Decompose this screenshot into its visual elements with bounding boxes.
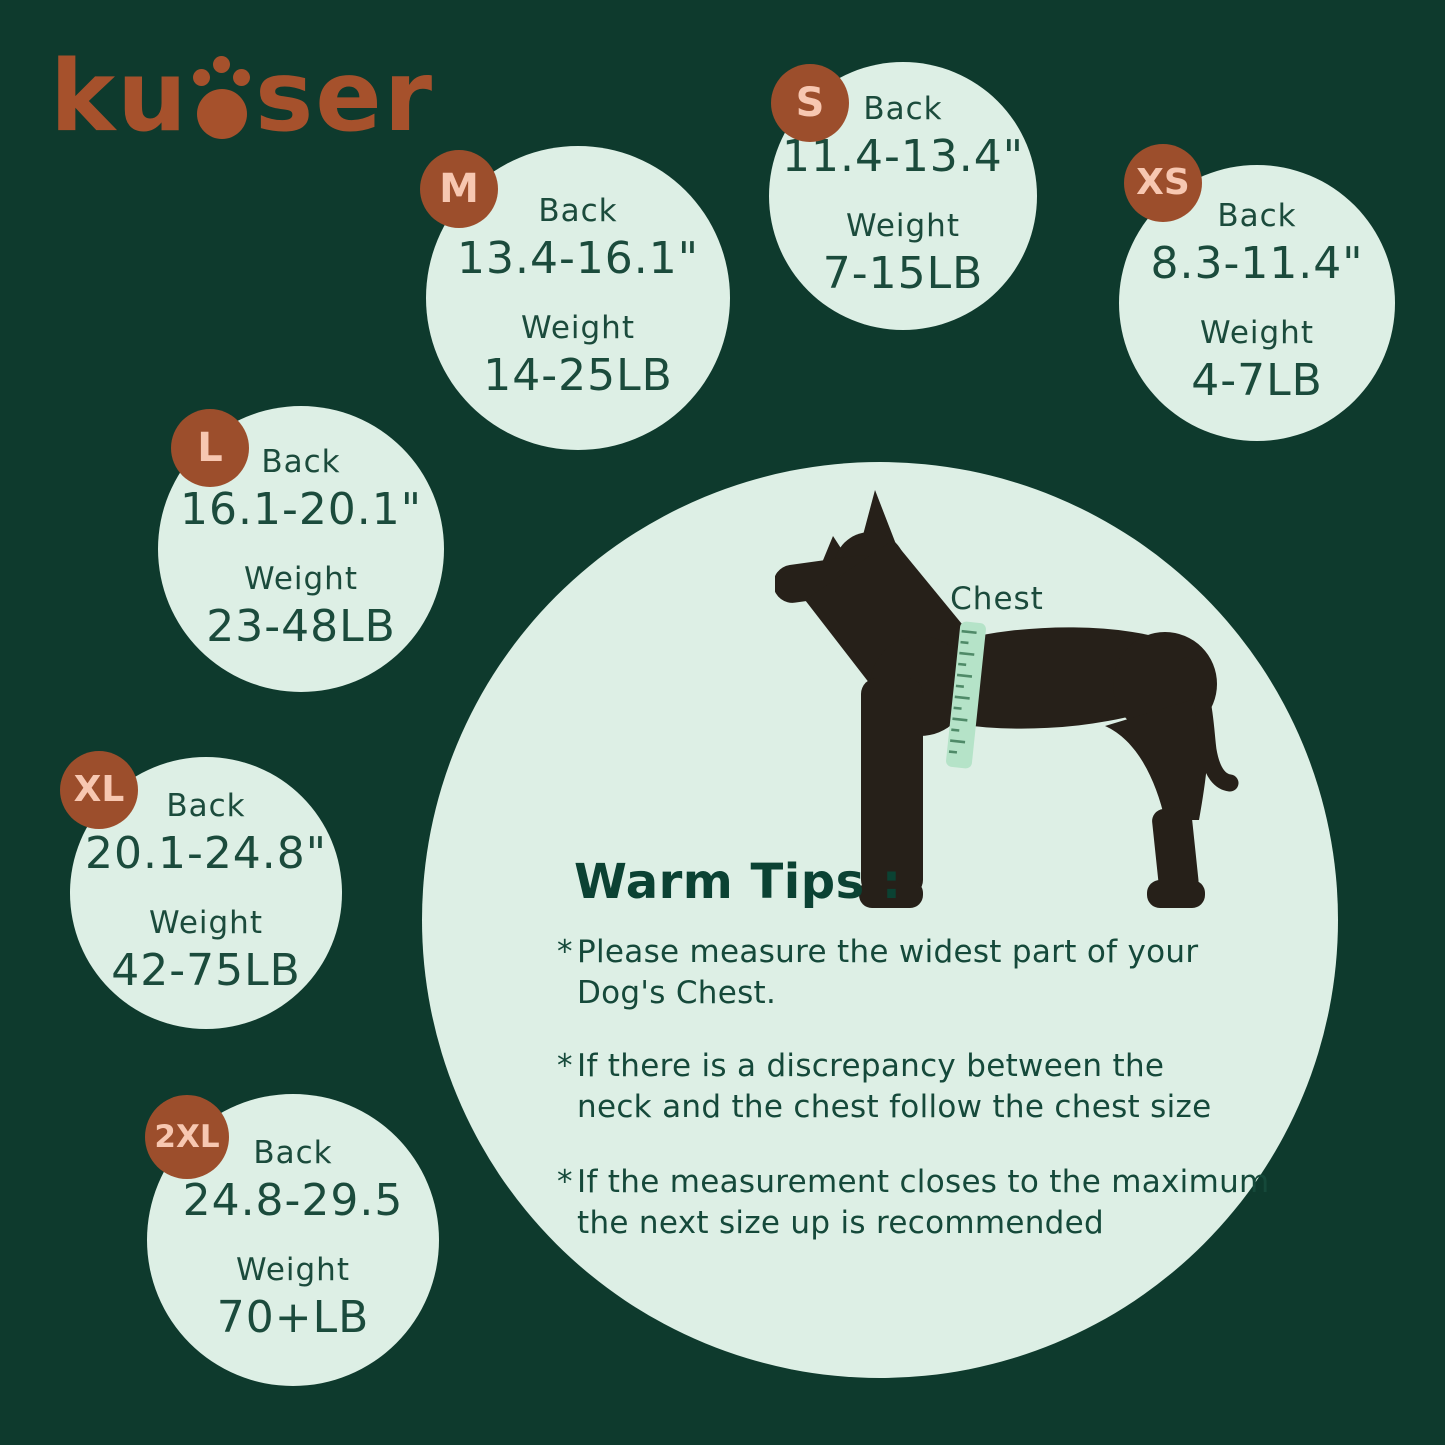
size-circle-xl: XL Back 20.1-24.8" Weight 42-75LB — [60, 751, 342, 1029]
back-value: 8.3-11.4" — [1150, 238, 1364, 290]
weight-value: 7-15LB — [822, 248, 984, 300]
size-circle-2xl: 2XL Back 24.8-29.5 Weight 70+LB — [145, 1094, 439, 1386]
weight-value: 4-7LB — [1191, 355, 1323, 407]
warm-tip-2: * If there is a discrepancy between the … — [557, 1046, 1287, 1128]
dog-rear-paw — [1147, 880, 1205, 908]
paw-toe — [192, 69, 210, 86]
back-label: Back — [1217, 198, 1297, 235]
size-badge-xs: XS — [1124, 144, 1202, 222]
size-circle-s: S Back 11.4-13.4" Weight 7-15LB — [769, 62, 1037, 330]
size-badge-label: M — [439, 166, 479, 212]
weight-value: 14-25LB — [483, 350, 673, 402]
paw-icon — [192, 56, 250, 142]
tip-marker: * — [557, 934, 573, 970]
warm-tip-3: * If the measurement closes to the maxim… — [557, 1162, 1287, 1244]
warm-tips-heading: Warm Tips : — [574, 854, 902, 910]
tip-marker: * — [557, 1164, 573, 1200]
dog-body — [775, 490, 1239, 908]
paw-toe — [232, 69, 250, 86]
weight-label: Weight — [520, 310, 635, 346]
back-value: 24.8-29.5 — [182, 1175, 404, 1227]
warm-tip-1: * Please measure the widest part of your… — [557, 932, 1287, 1014]
back-label: Back — [166, 788, 246, 825]
chest-label: Chest — [950, 581, 1044, 617]
weight-label: Weight — [243, 561, 358, 597]
size-badge-label: 2XL — [154, 1118, 220, 1155]
size-badge-m: M — [420, 150, 498, 228]
logo-text-left: ku — [50, 40, 189, 154]
tip-text: If there is a discrepancy between the ne… — [577, 1048, 1212, 1125]
size-badge-label: S — [795, 80, 825, 126]
dog-tail — [1178, 657, 1239, 792]
back-label: Back — [261, 444, 341, 481]
size-badge-label: L — [197, 425, 223, 471]
weight-value: 70+LB — [216, 1292, 370, 1344]
tip-text: If the measurement closes to the maximum… — [577, 1164, 1270, 1241]
brand-logo: ku ser — [50, 48, 434, 146]
size-badge-s: S — [771, 64, 849, 142]
weight-label: Weight — [845, 208, 960, 244]
size-badge-label: XL — [73, 769, 125, 810]
weight-label: Weight — [235, 1252, 350, 1288]
size-circle-m: M Back 13.4-16.1" Weight 14-25LB — [420, 146, 730, 450]
back-label: Back — [538, 193, 618, 230]
back-value: 20.1-24.8" — [84, 828, 328, 880]
tip-marker: * — [557, 1048, 573, 1084]
back-label: Back — [863, 91, 943, 128]
back-value: 16.1-20.1" — [179, 484, 423, 536]
size-circle-xs: XS Back 8.3-11.4" Weight 4-7LB — [1119, 144, 1395, 441]
weight-label: Weight — [1199, 315, 1314, 351]
weight-label: Weight — [148, 905, 263, 941]
size-badge-2xl: 2XL — [145, 1095, 229, 1179]
back-value: 13.4-16.1" — [456, 233, 700, 285]
logo-text-right: ser — [254, 40, 435, 154]
size-badge-xl: XL — [60, 751, 138, 829]
size-circle-l: L Back 16.1-20.1" Weight 23-48LB — [158, 406, 444, 692]
tip-text: Please measure the widest part of your D… — [577, 934, 1199, 1011]
weight-value: 23-48LB — [206, 601, 396, 653]
back-value: 11.4-13.4" — [781, 131, 1025, 183]
back-label: Back — [253, 1135, 333, 1172]
dog-front-paw — [859, 880, 923, 908]
paw-pad — [196, 89, 247, 139]
measuring-tape-icon — [946, 621, 986, 769]
size-badge-l: L — [171, 409, 249, 487]
size-badge-label: XS — [1136, 162, 1190, 203]
weight-value: 42-75LB — [111, 945, 301, 997]
dog-silhouette — [775, 490, 1239, 908]
paw-toe — [212, 56, 230, 73]
